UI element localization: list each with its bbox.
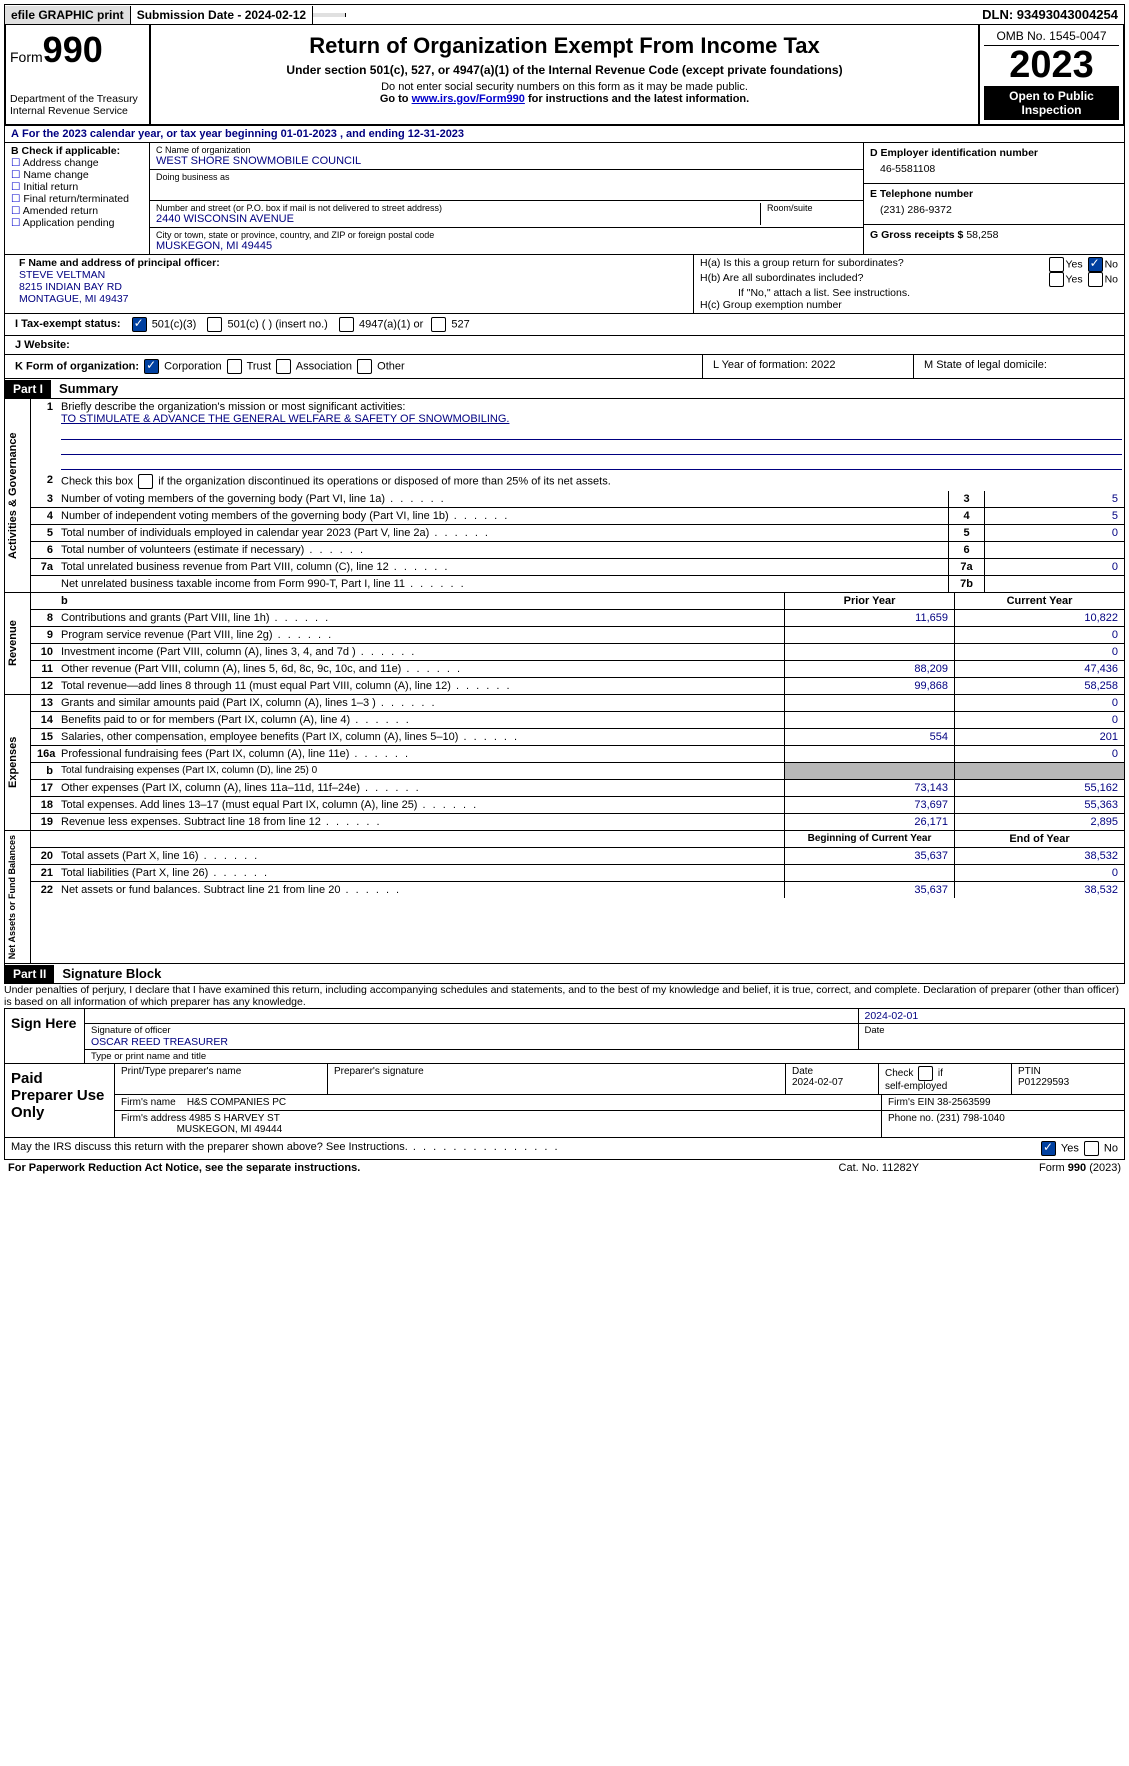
prep-date: 2024-02-07 [792, 1077, 843, 1088]
fin-line: 8Contributions and grants (Part VIII, li… [31, 610, 1124, 627]
box-d-e-g: D Employer identification number46-55811… [864, 143, 1124, 254]
gross-receipts: 58,258 [966, 229, 998, 241]
footer-row: For Paperwork Reduction Act Notice, see … [4, 1160, 1125, 1176]
fin-line: 14Benefits paid to or for members (Part … [31, 712, 1124, 729]
summary-line: 4Number of independent voting members of… [31, 508, 1124, 525]
form-header: Form990 Department of the Treasury Inter… [4, 25, 1125, 126]
entity-section: B Check if applicable: ☐ Address change … [4, 143, 1125, 255]
summary-revenue: Revenue bPrior YearCurrent Year 8Contrib… [4, 593, 1125, 695]
row-k: K Form of organization: Corporation Trus… [4, 355, 1125, 379]
fin-line: 15Salaries, other compensation, employee… [31, 729, 1124, 746]
summary-governance: Activities & Governance 1Briefly describ… [4, 399, 1125, 593]
tax-year: 2023 [984, 46, 1119, 84]
form-title: Return of Organization Exempt From Incom… [155, 29, 974, 59]
firm-ein: 38-2563599 [937, 1097, 990, 1108]
officer-sig: OSCAR REED TREASURER [91, 1036, 228, 1048]
fin-line: bTotal fundraising expenses (Part IX, co… [31, 763, 1124, 780]
officer-name: STEVE VELTMAN [19, 269, 105, 281]
fin-line: 22Net assets or fund balances. Subtract … [31, 882, 1124, 898]
submission-date: Submission Date - 2024-02-12 [131, 6, 313, 24]
form-subtitle: Under section 501(c), 527, or 4947(a)(1)… [155, 63, 974, 77]
firm-addr: 4985 S HARVEY ST [189, 1113, 280, 1124]
row-j: J Website: [4, 336, 1125, 355]
fin-line: 12Total revenue—add lines 8 through 11 (… [31, 678, 1124, 694]
ha-no-checkbox [1088, 257, 1103, 272]
box-c: C Name of organizationWEST SHORE SNOWMOB… [150, 143, 864, 254]
irs-link[interactable]: www.irs.gov/Form990 [412, 93, 525, 105]
box-b: B Check if applicable: ☐ Address change … [5, 143, 150, 254]
phone: (231) 286-9372 [870, 200, 1118, 220]
efile-print-button[interactable]: efile GRAPHIC print [5, 6, 131, 24]
paid-preparer-block: Paid Preparer Use Only Print/Type prepar… [4, 1064, 1125, 1138]
discuss-row: May the IRS discuss this return with the… [4, 1138, 1125, 1160]
part2-header: Part II Signature Block [4, 964, 1125, 984]
goto-note: Go to www.irs.gov/Form990 for instructio… [155, 93, 974, 105]
summary-line: 3Number of voting members of the governi… [31, 491, 1124, 508]
org-address: 2440 WISCONSIN AVENUE [156, 213, 760, 225]
sign-date: 2024-02-01 [865, 1010, 919, 1022]
summary-line: Net unrelated business taxable income fr… [31, 576, 1124, 592]
summary-line: 5Total number of individuals employed in… [31, 525, 1124, 542]
section-fh: F Name and address of principal officer:… [4, 255, 1125, 314]
ein: 46-5581108 [870, 159, 1118, 179]
fin-line: 13Grants and similar amounts paid (Part … [31, 695, 1124, 712]
fin-line: 9Program service revenue (Part VIII, lin… [31, 627, 1124, 644]
top-bar: efile GRAPHIC print Submission Date - 20… [4, 4, 1125, 25]
ptin: P01229593 [1018, 1077, 1069, 1088]
tax-year-row: A For the 2023 calendar year, or tax yea… [4, 126, 1125, 143]
firm-name: H&S COMPANIES PC [187, 1097, 286, 1108]
discuss-yes [1041, 1141, 1056, 1156]
open-inspection: Open to Public Inspection [984, 86, 1119, 120]
declaration: Under penalties of perjury, I declare th… [4, 984, 1125, 1008]
row-i: I Tax-exempt status: 501(c)(3) 501(c) ( … [4, 314, 1125, 336]
mission: TO STIMULATE & ADVANCE THE GENERAL WELFA… [61, 413, 509, 425]
vlabel-netassets: Net Assets or Fund Balances [5, 831, 31, 963]
fin-line: 19Revenue less expenses. Subtract line 1… [31, 814, 1124, 830]
year-formation: L Year of formation: 2022 [703, 355, 914, 378]
vlabel-revenue: Revenue [5, 593, 31, 694]
fin-line: 10Investment income (Part VIII, column (… [31, 644, 1124, 661]
fin-line: 18Total expenses. Add lines 13–17 (must … [31, 797, 1124, 814]
fin-line: 16aProfessional fundraising fees (Part I… [31, 746, 1124, 763]
part1-header: Part I Summary [4, 379, 1125, 399]
summary-netassets: Net Assets or Fund Balances Beginning of… [4, 831, 1125, 964]
state-domicile: M State of legal domicile: [914, 355, 1124, 378]
firm-phone: (231) 798-1040 [936, 1113, 1004, 1124]
summary-expenses: Expenses 13Grants and similar amounts pa… [4, 695, 1125, 831]
org-city: MUSKEGON, MI 49445 [156, 240, 857, 252]
dln: DLN: 93493043004254 [976, 5, 1124, 24]
501c3-checkbox [132, 317, 147, 332]
corp-checkbox [144, 359, 159, 374]
fin-line: 11Other revenue (Part VIII, column (A), … [31, 661, 1124, 678]
irs-label: Internal Revenue Service [10, 105, 145, 117]
summary-line: 7aTotal unrelated business revenue from … [31, 559, 1124, 576]
dept-treasury: Department of the Treasury [10, 93, 145, 105]
fin-line: 20Total assets (Part X, line 16)35,63738… [31, 848, 1124, 865]
summary-line: 6Total number of volunteers (estimate if… [31, 542, 1124, 559]
vlabel-governance: Activities & Governance [5, 399, 31, 592]
org-name: WEST SHORE SNOWMOBILE COUNCIL [156, 155, 857, 167]
fin-line: 17Other expenses (Part IX, column (A), l… [31, 780, 1124, 797]
vlabel-expenses: Expenses [5, 695, 31, 830]
sign-here-block: Sign Here 2024-02-01 Signature of office… [4, 1008, 1125, 1064]
ssn-note: Do not enter social security numbers on … [155, 81, 974, 93]
fin-line: 21Total liabilities (Part X, line 26)0 [31, 865, 1124, 882]
form-number: Form990 [10, 29, 145, 71]
